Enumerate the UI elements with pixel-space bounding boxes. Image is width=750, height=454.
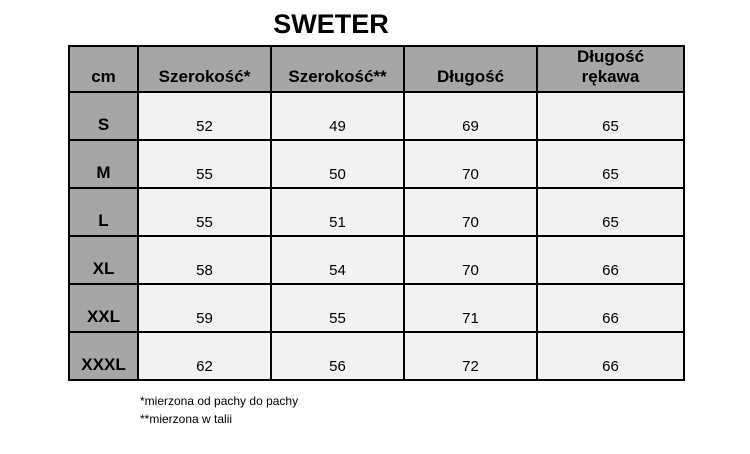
cell-value: 66 xyxy=(536,235,685,285)
cell-value: 65 xyxy=(536,187,685,237)
cell-value: 59 xyxy=(137,283,272,333)
cell-value: 72 xyxy=(403,331,538,381)
table-row-xl: XL 58 54 70 66 xyxy=(68,235,685,285)
cell-value: 55 xyxy=(137,187,272,237)
size-label-xxxl: XXXL xyxy=(68,331,139,381)
size-label-l: L xyxy=(68,187,139,237)
cell-value: 70 xyxy=(403,139,538,189)
table-row-xxl: XXL 59 55 71 66 xyxy=(68,283,685,333)
cell-value: 55 xyxy=(137,139,272,189)
cell-value: 71 xyxy=(403,283,538,333)
cell-value: 66 xyxy=(536,331,685,381)
footnotes: *mierzona od pachy do pachy **mierzona w… xyxy=(140,392,298,428)
footnote-waist-measure: **mierzona w talii xyxy=(140,412,233,426)
col-header-length: Długość xyxy=(403,45,538,93)
size-label-m: M xyxy=(68,139,139,189)
size-label-xxl: XXL xyxy=(68,283,139,333)
cell-value: 52 xyxy=(137,91,272,141)
table-row-l: L 55 51 70 65 xyxy=(68,187,685,237)
col-header-width-waist: Szerokość** xyxy=(270,45,405,93)
cell-value: 49 xyxy=(270,91,405,141)
cell-value: 69 xyxy=(403,91,538,141)
page-title: SWETER xyxy=(273,9,389,39)
cell-value: 70 xyxy=(403,235,538,285)
table-row-xxxl: XXXL 62 56 72 66 xyxy=(68,331,685,381)
cell-value: 66 xyxy=(536,283,685,333)
footnote-chest-measure: *mierzona od pachy do pachy xyxy=(140,394,299,408)
cell-value: 58 xyxy=(137,235,272,285)
cell-value: 62 xyxy=(137,331,272,381)
cell-value: 55 xyxy=(270,283,405,333)
cell-value: 51 xyxy=(270,187,405,237)
cell-value: 65 xyxy=(536,91,685,141)
cell-value: 70 xyxy=(403,187,538,237)
size-label-s: S xyxy=(68,91,139,141)
col-header-unit: cm xyxy=(68,45,139,93)
cell-value: 56 xyxy=(270,331,405,381)
cell-value: 50 xyxy=(270,139,405,189)
table-row-s: S 52 49 69 65 xyxy=(68,91,685,141)
table-row-m: M 55 50 70 65 xyxy=(68,139,685,189)
cell-value: 65 xyxy=(536,139,685,189)
size-table: cm Szerokość* Szerokość** Długość Długoś… xyxy=(68,45,685,381)
col-header-sleeve-length: Długość rękawa xyxy=(536,45,685,93)
cell-value: 54 xyxy=(270,235,405,285)
size-label-xl: XL xyxy=(68,235,139,285)
header-row: cm Szerokość* Szerokość** Długość Długoś… xyxy=(68,45,685,93)
col-header-width-chest: Szerokość* xyxy=(137,45,272,93)
